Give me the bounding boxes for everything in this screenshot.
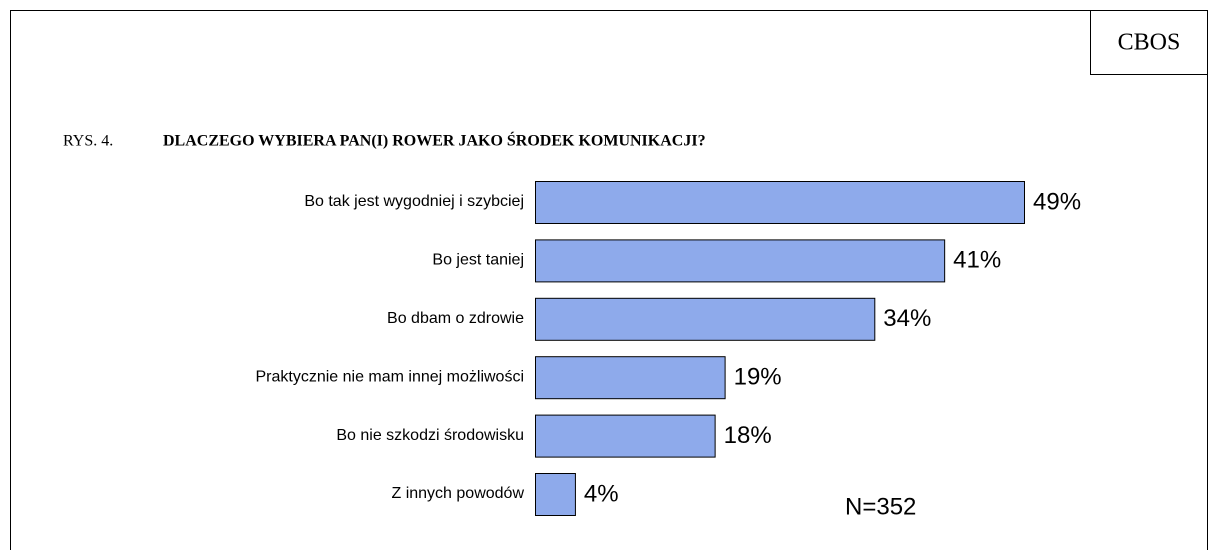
category-label: Bo jest taniej [432,252,524,269]
annotation: N=352 [845,493,916,520]
bar [535,473,576,516]
chart-title: DLACZEGO WYBIERA PAN(I) ROWER JAKO ŚRODE… [163,131,706,150]
value-label: 49% [1033,188,1081,215]
value-label: 18% [724,422,772,449]
bar [535,297,876,341]
bar [535,181,1025,224]
value-label: 4% [584,480,619,507]
category-label: Bo dbam o zdrowie [387,310,524,327]
figure-label: RYS. 4. [63,133,113,150]
bar [535,239,946,283]
bar [535,356,726,400]
category-label: Praktycznie nie mam innej możliwości [255,368,524,385]
source-box [1090,10,1208,75]
value-label: 19% [734,364,782,391]
value-label: 34% [883,305,931,332]
category-label: Bo nie szkodzi środowisku [336,427,524,444]
frame [10,10,1208,550]
bar [535,414,716,458]
category-label: Bo tak jest wygodniej i szybciej [304,193,524,210]
category-label: Z innych powodów [391,485,524,502]
value-label: 41% [953,247,1001,274]
source: CBOS [1118,30,1181,56]
